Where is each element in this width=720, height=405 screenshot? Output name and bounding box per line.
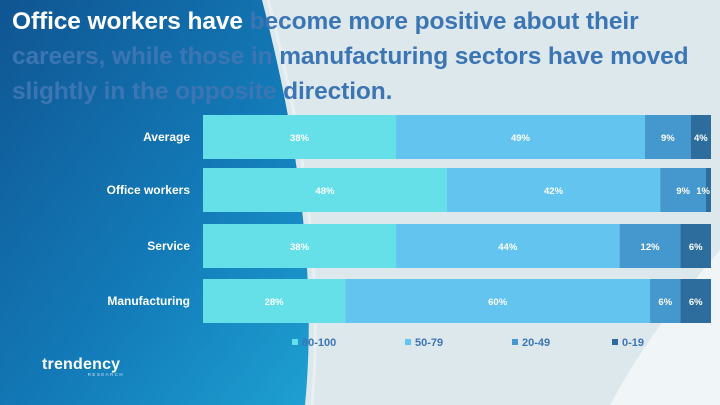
data-label-manufacturing-50-79: 60% (488, 297, 508, 308)
data-label-office-workers-50-79: 42% (544, 186, 564, 197)
bar-manufacturing-0-19 (680, 279, 711, 323)
legend-label-0-19: 0-19 (622, 337, 644, 349)
bar-service-20-49 (619, 224, 681, 268)
category-label-manufacturing: Manufacturing (107, 294, 190, 308)
legend-swatch-20-49 (512, 339, 518, 345)
trendency-logo: trendency RESEARCH (42, 356, 132, 377)
data-label-service-0-19: 6% (689, 242, 703, 253)
bar-office-workers-20-49 (660, 168, 706, 212)
legend-swatch-80-100 (292, 339, 298, 345)
data-label-manufacturing-20-49: 6% (658, 297, 672, 308)
legend-swatch-0-19 (612, 339, 618, 345)
data-label-manufacturing-0-19: 6% (689, 297, 703, 308)
bar-service-0-19 (680, 224, 711, 268)
category-label-office-workers: Office workers (107, 183, 191, 197)
bar-service-80-100 (203, 224, 397, 268)
logo-sub: RESEARCH (87, 372, 124, 377)
legend-swatch-50-79 (405, 339, 411, 345)
data-label-average-20-49: 9% (661, 133, 675, 144)
bar-average-80-100 (203, 115, 397, 159)
category-label-service: Service (147, 239, 190, 253)
bar-manufacturing-20-49 (650, 279, 681, 323)
legend-label-50-79: 50-79 (415, 337, 443, 349)
data-label-service-80-100: 38% (290, 242, 310, 253)
logo-word: trendency (42, 356, 121, 373)
bar-average-50-79 (396, 115, 645, 159)
bar-average-20-49 (644, 115, 691, 159)
category-label-average: Average (143, 130, 190, 144)
legend-label-80-100: 80-100 (302, 337, 336, 349)
bar-office-workers-50-79 (446, 168, 661, 212)
data-label-average-80-100: 38% (290, 133, 310, 144)
data-label-average-0-19: 4% (694, 133, 708, 144)
title-blue-part: become more positive about their careers… (12, 8, 689, 105)
data-label-service-20-49: 12% (641, 242, 661, 253)
data-label-average-50-79: 49% (511, 133, 531, 144)
bar-office-workers-80-100 (203, 168, 447, 212)
data-label-office-workers-20-49: 9% (676, 186, 690, 197)
bar-manufacturing-50-79 (345, 279, 651, 323)
data-label-office-workers-80-100: 48% (315, 186, 335, 197)
data-label-office-workers-0-19: 1% (696, 186, 710, 197)
chart-title: Office workers have become more positive… (12, 4, 716, 109)
data-label-manufacturing-80-100: 28% (265, 297, 285, 308)
legend-label-20-49: 20-49 (522, 337, 550, 349)
bar-office-workers-0-19 (705, 168, 711, 212)
bar-average-0-19 (690, 115, 711, 159)
bar-manufacturing-80-100 (203, 279, 346, 323)
bar-service-50-79 (396, 224, 620, 268)
title-white-part: Office workers have (12, 8, 250, 35)
data-label-service-50-79: 44% (498, 242, 518, 253)
